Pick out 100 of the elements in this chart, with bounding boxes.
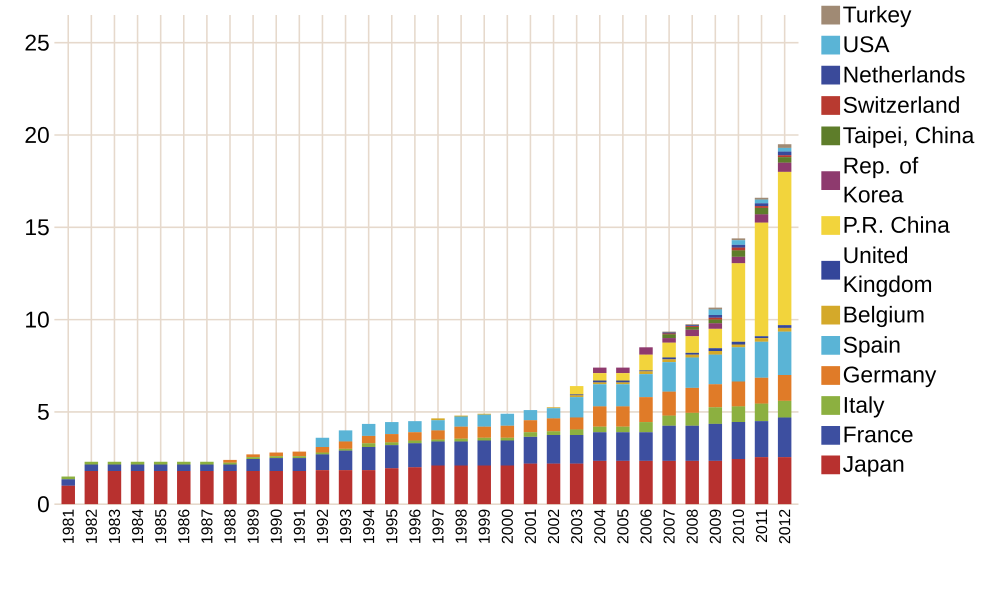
bar bbox=[408, 432, 422, 440]
bar bbox=[708, 328, 722, 348]
legend-label: France bbox=[844, 426, 913, 442]
bar bbox=[662, 359, 676, 362]
bar bbox=[500, 414, 514, 426]
bar bbox=[778, 172, 792, 326]
bar bbox=[593, 373, 607, 380]
bar bbox=[454, 426, 468, 439]
x-tick-label: 1995 bbox=[386, 510, 398, 543]
bar bbox=[292, 458, 306, 471]
bar bbox=[616, 368, 630, 374]
bar bbox=[477, 414, 491, 427]
bar bbox=[732, 240, 746, 245]
bar bbox=[316, 470, 330, 504]
bar bbox=[639, 397, 653, 422]
bar bbox=[570, 429, 584, 435]
bar bbox=[639, 432, 653, 461]
bar bbox=[524, 410, 538, 420]
bar bbox=[454, 416, 468, 427]
bar bbox=[685, 426, 699, 461]
bar bbox=[154, 462, 168, 464]
bar bbox=[362, 443, 376, 447]
bar bbox=[732, 422, 746, 459]
bar bbox=[732, 342, 746, 344]
y-tick-label: 10 bbox=[26, 312, 49, 328]
bar bbox=[778, 148, 792, 152]
bar bbox=[154, 470, 168, 504]
bar bbox=[246, 454, 260, 458]
x-tick-label: 1989 bbox=[248, 510, 259, 543]
bar bbox=[778, 400, 792, 418]
bar bbox=[546, 434, 560, 464]
bar bbox=[754, 378, 768, 404]
bar bbox=[316, 446, 330, 452]
bar bbox=[754, 457, 768, 504]
x-tick-label: 2000 bbox=[502, 509, 513, 544]
bar bbox=[524, 420, 538, 432]
bar bbox=[708, 460, 722, 504]
y-tick-label: 5 bbox=[38, 404, 49, 420]
bar bbox=[778, 157, 792, 163]
bar bbox=[269, 452, 283, 456]
bar bbox=[477, 465, 491, 504]
x-tick-label: 1986 bbox=[178, 510, 190, 543]
y-tick-label: 15 bbox=[26, 219, 49, 236]
bar bbox=[61, 486, 75, 504]
bar bbox=[454, 438, 468, 442]
bar bbox=[200, 470, 214, 504]
bar bbox=[108, 462, 122, 464]
x-tick-label: 2010 bbox=[732, 509, 744, 544]
bar bbox=[732, 248, 746, 250]
bar bbox=[685, 388, 699, 413]
bar bbox=[662, 334, 676, 338]
bar bbox=[546, 408, 560, 418]
bar bbox=[385, 445, 399, 468]
bar bbox=[639, 460, 653, 504]
bar bbox=[593, 406, 607, 427]
x-tick-label: 1992 bbox=[316, 510, 328, 543]
bar bbox=[732, 458, 746, 504]
bar bbox=[338, 450, 352, 470]
bar bbox=[754, 342, 768, 378]
bar bbox=[362, 446, 376, 470]
x-tick-label: 1983 bbox=[108, 510, 120, 543]
bar bbox=[778, 457, 792, 504]
bar bbox=[570, 464, 584, 504]
x-tick-label: 2011 bbox=[756, 510, 768, 542]
bar bbox=[616, 384, 630, 406]
bar bbox=[408, 467, 422, 504]
bar bbox=[269, 470, 283, 504]
bar bbox=[385, 442, 399, 446]
bar bbox=[362, 436, 376, 444]
bar bbox=[708, 348, 722, 351]
bar bbox=[385, 468, 399, 504]
bar bbox=[708, 407, 722, 424]
bar bbox=[639, 371, 653, 374]
bar bbox=[616, 373, 630, 380]
bar bbox=[292, 452, 306, 456]
x-tick-label: 2008 bbox=[686, 510, 698, 544]
x-tick-label: 1997 bbox=[432, 510, 444, 543]
bar bbox=[570, 386, 584, 394]
bar bbox=[708, 384, 722, 408]
bar bbox=[685, 336, 699, 353]
x-tick-label: 2007 bbox=[664, 510, 675, 544]
bar bbox=[685, 354, 699, 358]
bar bbox=[61, 479, 75, 486]
bar bbox=[616, 426, 630, 432]
bar bbox=[477, 440, 491, 466]
x-tick-label: 2003 bbox=[571, 510, 582, 544]
x-tick-label: 2009 bbox=[710, 510, 721, 544]
bar bbox=[778, 152, 792, 156]
bar bbox=[362, 424, 376, 436]
bar bbox=[408, 440, 422, 444]
bar bbox=[754, 200, 768, 204]
bar bbox=[616, 406, 630, 427]
bar bbox=[316, 438, 330, 447]
x-tick-label: 1996 bbox=[409, 510, 420, 543]
bar bbox=[616, 432, 630, 461]
x-tick-label: 1990 bbox=[270, 509, 282, 543]
bar bbox=[732, 381, 746, 406]
bar bbox=[431, 441, 445, 466]
x-tick-label: 1988 bbox=[224, 510, 236, 543]
bar bbox=[524, 436, 538, 464]
